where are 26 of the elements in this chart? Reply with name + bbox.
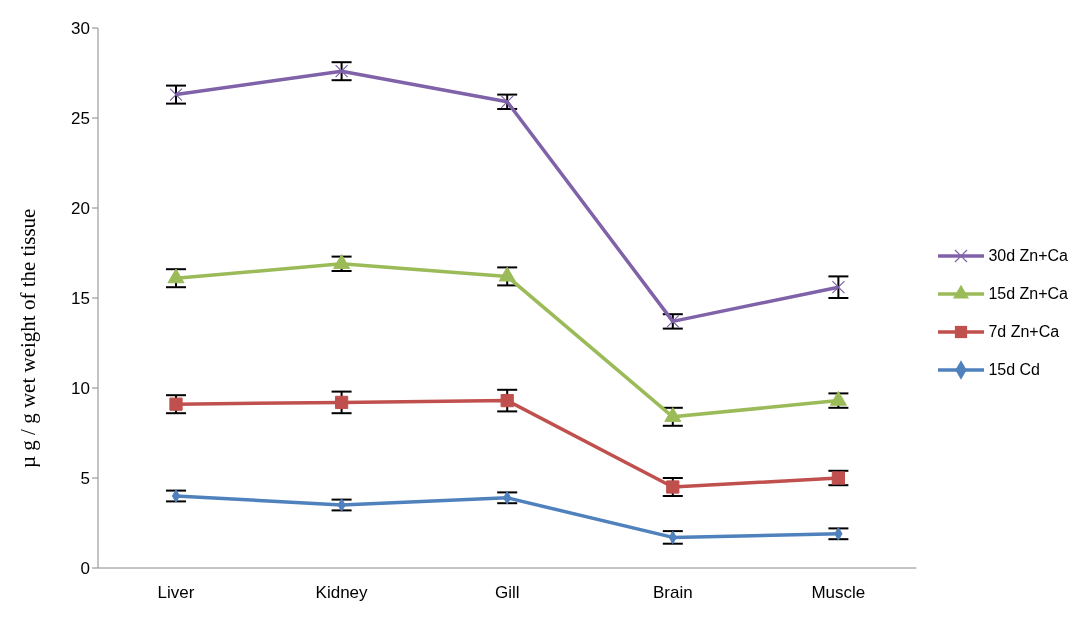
point bbox=[171, 489, 181, 503]
point bbox=[831, 280, 845, 294]
point bbox=[334, 395, 349, 410]
y-tick-label: 5 bbox=[80, 469, 90, 489]
x-tick-label: Kidney bbox=[315, 583, 369, 603]
point bbox=[500, 95, 514, 109]
point bbox=[335, 64, 349, 78]
y-tick-label: 0 bbox=[80, 559, 90, 579]
point bbox=[500, 393, 514, 408]
y-tick-label: 10 bbox=[71, 379, 90, 399]
point bbox=[831, 471, 846, 485]
legend-label: 15d Zn+Ca bbox=[988, 285, 1068, 303]
y-tick-label: 25 bbox=[71, 109, 90, 129]
x-tick-label: Liver bbox=[157, 583, 195, 603]
legend-label: 7d Zn+Ca bbox=[988, 323, 1060, 341]
y-axis-title: µ g / g wet weight of the tissue bbox=[16, 208, 41, 468]
legend-label: 15d Cd bbox=[988, 361, 1040, 379]
y-tick-label: 15 bbox=[71, 289, 90, 309]
point bbox=[666, 314, 680, 328]
y-tick-label: 20 bbox=[71, 199, 90, 219]
y-tick-label: 30 bbox=[71, 19, 90, 39]
x-tick-label: Gill bbox=[494, 583, 520, 603]
point bbox=[666, 480, 680, 494]
legend-label: 30d Zn+Ca bbox=[988, 247, 1068, 265]
x-tick-label: Muscle bbox=[811, 583, 866, 603]
x-tick-label: Brain bbox=[652, 583, 693, 603]
